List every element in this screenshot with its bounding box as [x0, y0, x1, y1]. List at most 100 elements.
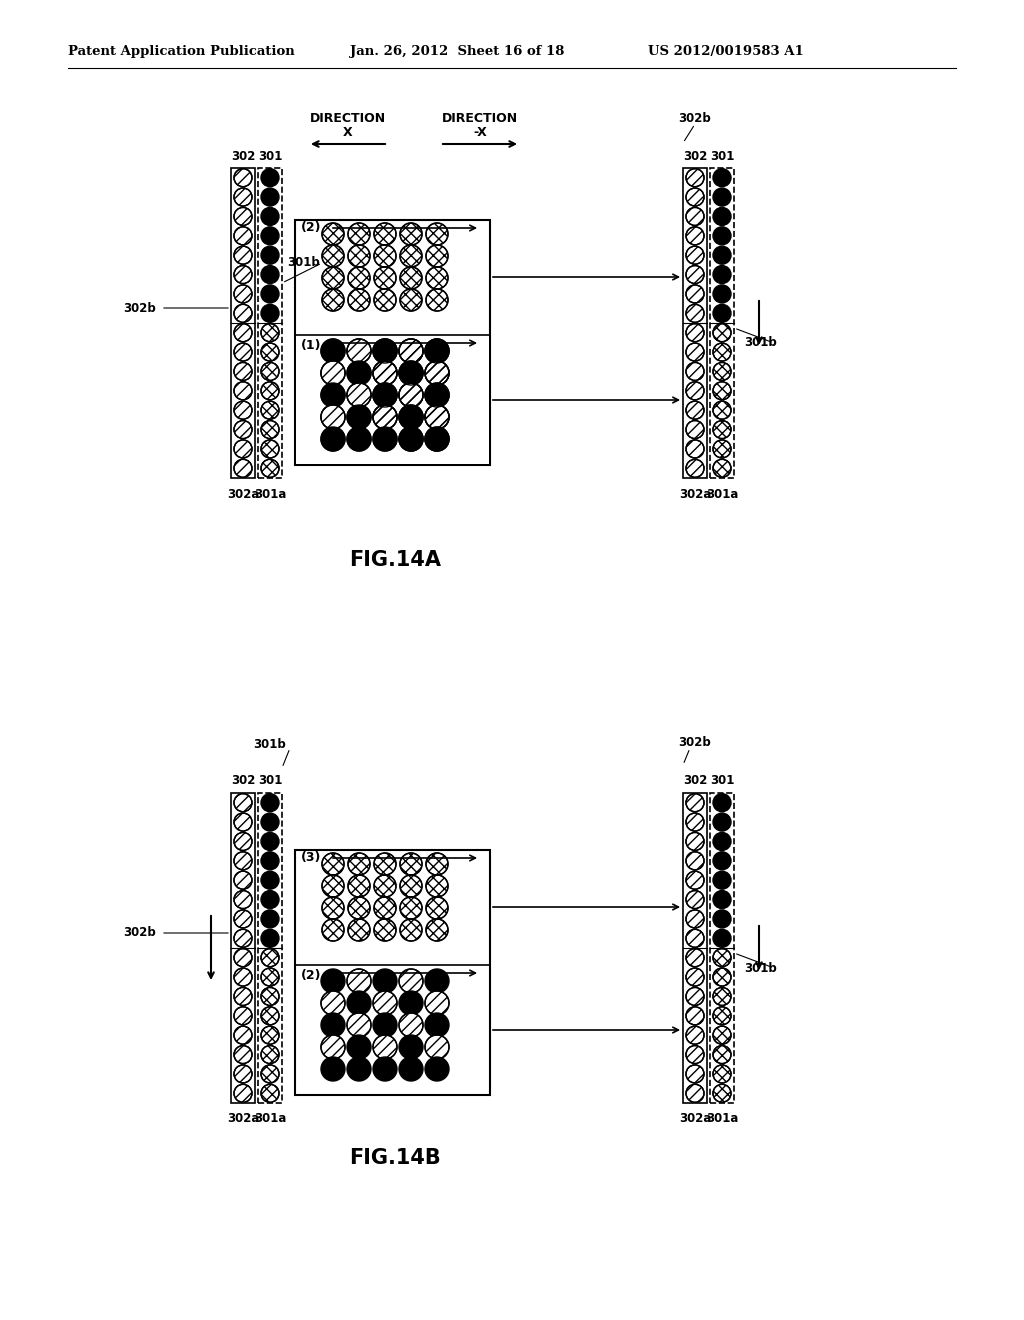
Circle shape: [322, 289, 344, 312]
Text: (2): (2): [301, 969, 322, 982]
Circle shape: [399, 1035, 423, 1059]
Circle shape: [321, 339, 345, 363]
Circle shape: [234, 169, 252, 186]
Circle shape: [373, 1035, 397, 1059]
Circle shape: [686, 401, 705, 420]
Circle shape: [425, 360, 449, 385]
Circle shape: [373, 360, 397, 385]
Circle shape: [261, 440, 279, 458]
Circle shape: [426, 898, 449, 919]
Circle shape: [399, 969, 423, 993]
Circle shape: [321, 360, 345, 385]
Circle shape: [400, 853, 422, 875]
Circle shape: [399, 383, 423, 407]
Circle shape: [425, 969, 449, 993]
Circle shape: [713, 227, 731, 244]
Text: US 2012/0019583 A1: US 2012/0019583 A1: [648, 45, 804, 58]
Circle shape: [686, 305, 705, 322]
Circle shape: [373, 1012, 397, 1038]
Bar: [258, 168, 282, 478]
Circle shape: [686, 285, 705, 302]
Circle shape: [234, 227, 252, 244]
Circle shape: [686, 1026, 705, 1044]
Text: 301b: 301b: [744, 961, 777, 974]
Circle shape: [321, 426, 345, 451]
Circle shape: [234, 833, 252, 850]
Circle shape: [234, 421, 252, 438]
Circle shape: [234, 381, 252, 400]
Circle shape: [686, 968, 705, 986]
Circle shape: [686, 381, 705, 400]
Text: 301a: 301a: [706, 1113, 738, 1126]
Circle shape: [425, 383, 449, 407]
Circle shape: [261, 285, 279, 302]
Text: DIRECTION: DIRECTION: [310, 111, 386, 124]
Circle shape: [322, 223, 344, 246]
Circle shape: [686, 851, 705, 870]
Circle shape: [234, 987, 252, 1006]
Circle shape: [261, 813, 279, 832]
Circle shape: [686, 421, 705, 438]
Circle shape: [713, 1045, 731, 1064]
Circle shape: [261, 363, 279, 380]
Circle shape: [713, 305, 731, 322]
Circle shape: [400, 246, 422, 267]
Circle shape: [374, 246, 396, 267]
Circle shape: [234, 1026, 252, 1044]
Circle shape: [686, 1045, 705, 1064]
Text: 301a: 301a: [706, 487, 738, 500]
Circle shape: [321, 1012, 345, 1038]
Circle shape: [234, 343, 252, 362]
Circle shape: [686, 909, 705, 928]
Circle shape: [234, 871, 252, 890]
Circle shape: [347, 383, 371, 407]
Bar: [258, 793, 282, 1104]
Circle shape: [261, 968, 279, 986]
Text: 301: 301: [258, 775, 283, 788]
Circle shape: [686, 247, 705, 264]
Circle shape: [234, 1065, 252, 1082]
Circle shape: [234, 1045, 252, 1064]
Circle shape: [686, 949, 705, 966]
Circle shape: [686, 813, 705, 832]
Circle shape: [347, 1012, 371, 1038]
Circle shape: [713, 1026, 731, 1044]
Circle shape: [234, 813, 252, 832]
Circle shape: [686, 929, 705, 948]
Circle shape: [261, 265, 279, 284]
Circle shape: [713, 169, 731, 186]
Circle shape: [321, 339, 345, 363]
Text: 302a: 302a: [226, 1113, 259, 1126]
Circle shape: [686, 343, 705, 362]
Circle shape: [426, 919, 449, 941]
Text: 301: 301: [258, 149, 283, 162]
Circle shape: [399, 339, 423, 363]
Bar: [683, 168, 707, 478]
Circle shape: [373, 426, 397, 451]
Circle shape: [374, 898, 396, 919]
Circle shape: [686, 169, 705, 186]
Circle shape: [686, 1007, 705, 1024]
Circle shape: [713, 440, 731, 458]
Text: DIRECTION: DIRECTION: [442, 111, 518, 124]
Text: 302a: 302a: [226, 487, 259, 500]
Circle shape: [373, 383, 397, 407]
Circle shape: [348, 289, 370, 312]
Circle shape: [425, 360, 449, 385]
Circle shape: [234, 851, 252, 870]
Circle shape: [261, 207, 279, 226]
Bar: [710, 793, 734, 1104]
Circle shape: [321, 1035, 345, 1059]
Circle shape: [234, 891, 252, 908]
Circle shape: [425, 383, 449, 407]
Circle shape: [426, 223, 449, 246]
Circle shape: [234, 285, 252, 302]
Circle shape: [426, 289, 449, 312]
Circle shape: [261, 381, 279, 400]
Bar: [296, 337, 489, 465]
Circle shape: [261, 851, 279, 870]
Circle shape: [374, 267, 396, 289]
Circle shape: [347, 426, 371, 451]
Circle shape: [373, 426, 397, 451]
Circle shape: [261, 833, 279, 850]
